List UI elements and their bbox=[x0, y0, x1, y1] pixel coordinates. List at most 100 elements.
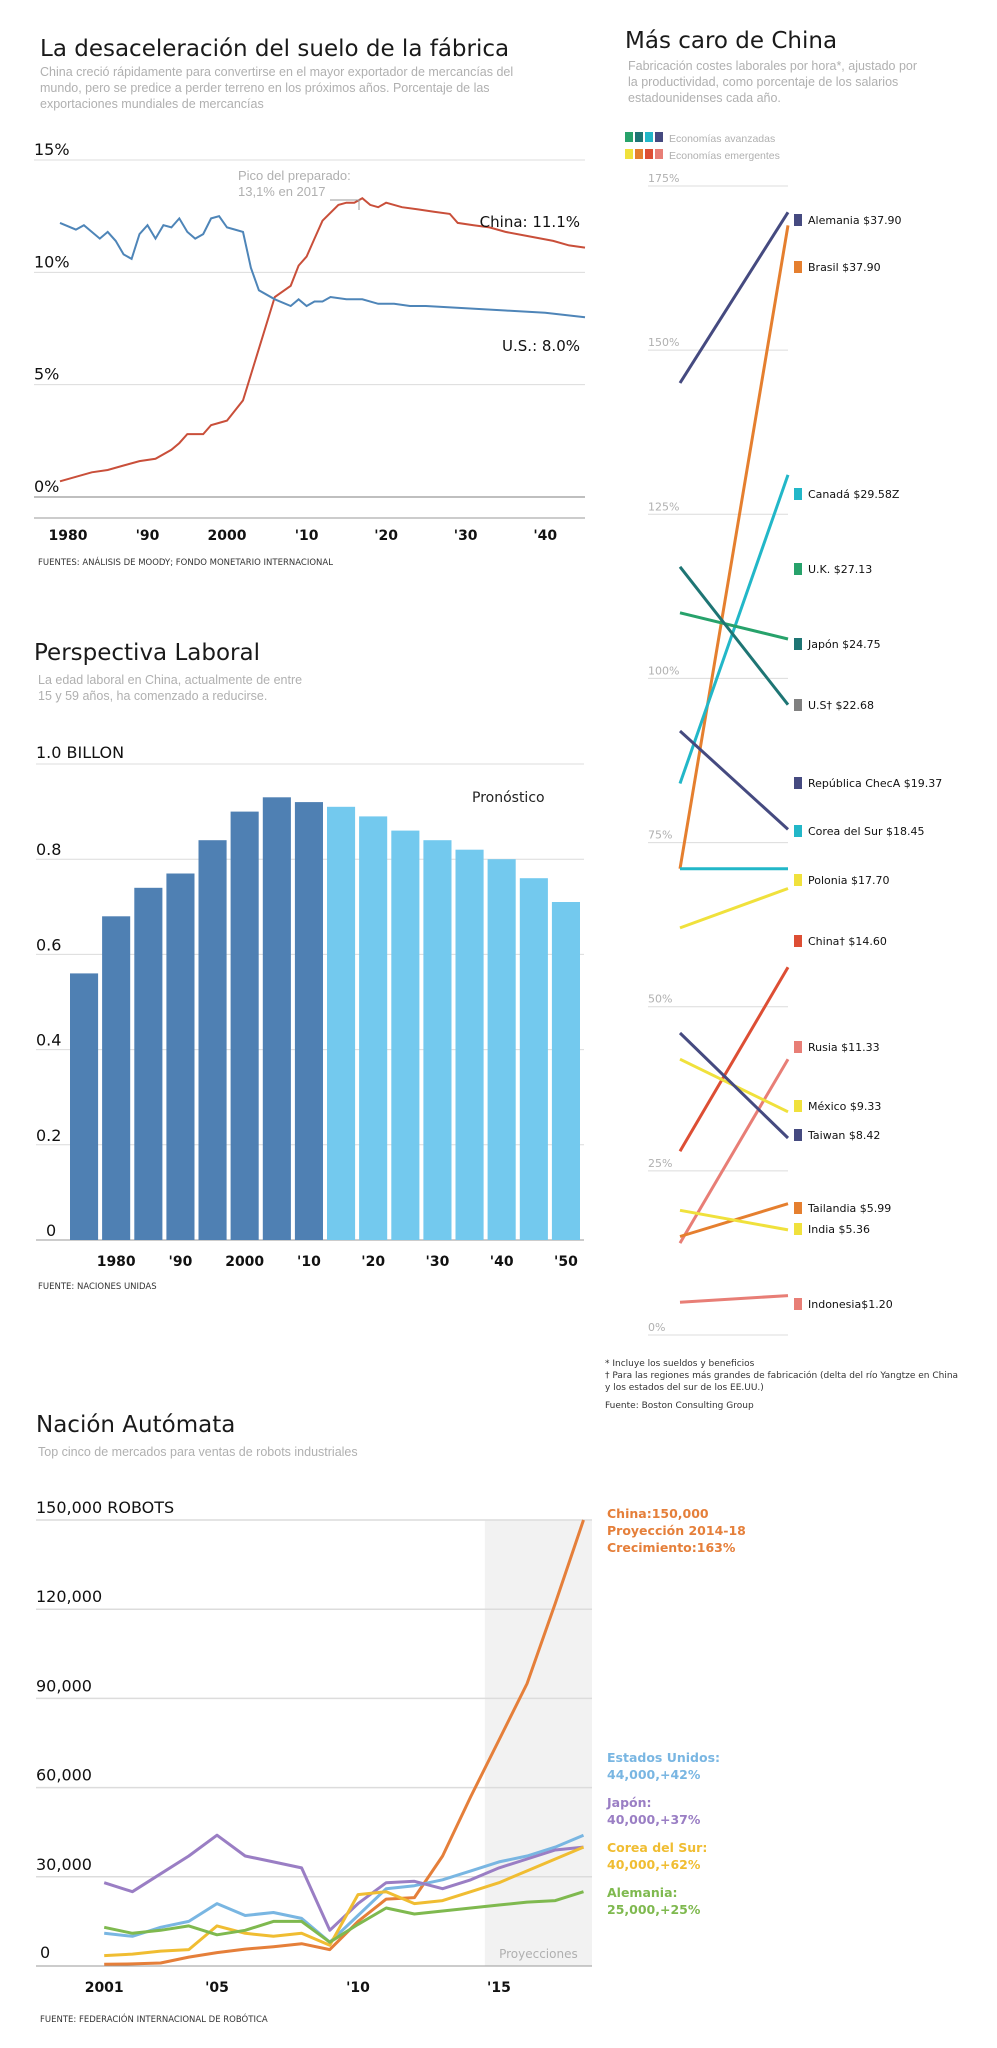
cost-ytick-label: 175% bbox=[648, 172, 679, 185]
robots-label-corea-del-sur-1: 40,000,+62% bbox=[607, 1857, 701, 1872]
cost-label-swatch bbox=[794, 777, 802, 789]
robots-label-estados-unidos-1: 44,000,+42% bbox=[607, 1767, 701, 1782]
cost-slope-rep-blica-checa-19-37 bbox=[678, 729, 790, 831]
factory-ytick-label: 15% bbox=[34, 140, 70, 159]
cost-label-swatch bbox=[794, 1202, 802, 1214]
cost-label-swatch bbox=[794, 261, 802, 273]
factory-peak-annotation: Pico del preparado: 13,1% en 2017 bbox=[238, 168, 351, 200]
cost-ytick-label: 100% bbox=[648, 664, 679, 677]
robots-label-corea-del-sur-0: Corea del Sur: bbox=[607, 1840, 707, 1855]
factory-xtick-label: 1980 bbox=[48, 528, 87, 544]
factory-peak-annotation-line1: Pico del preparado: bbox=[238, 168, 351, 183]
robots-ylabel: 150,000 ROBOTS bbox=[36, 1498, 174, 1517]
cost-note-1: * Incluye los sueldos y beneficios bbox=[605, 1359, 755, 1369]
cost-label-m-xico-9-33: México $9.33 bbox=[808, 1100, 881, 1113]
cost-legend-emerging-label: Economías emergentes bbox=[669, 149, 780, 162]
factory-title: La desaceleración del suelo de la fábric… bbox=[40, 36, 510, 62]
cost-subtitle: Fabricación costes laborales por hora*, … bbox=[628, 59, 918, 105]
labor-bar-1995 bbox=[198, 840, 227, 1240]
cost-ytick-label: 75% bbox=[648, 829, 672, 842]
factory-source: FUENTES: ANÁLISIS DE MOODY; FONDO MONETA… bbox=[38, 558, 333, 568]
cost-label-india-5-36: India $5.36 bbox=[808, 1223, 870, 1236]
labor-xtick-label: 1980 bbox=[97, 1254, 136, 1270]
legend-swatch bbox=[655, 132, 663, 142]
cost-slope-india-5-36 bbox=[679, 1208, 789, 1232]
labor-bar-2020 bbox=[359, 816, 388, 1240]
cost-ytick-label: 50% bbox=[648, 993, 672, 1006]
legend-swatch bbox=[645, 132, 653, 142]
legend-swatch bbox=[635, 132, 643, 142]
labor-ytick-label: 0.8 bbox=[36, 840, 61, 859]
cost-slope-canad-29-58z bbox=[678, 474, 790, 784]
robots-label-china-150-000-0: China:150,000 bbox=[607, 1506, 709, 1521]
legend-swatch bbox=[625, 149, 633, 159]
factory-series-label-china: China: 11.1% bbox=[480, 213, 580, 231]
factory-peak-leader-line bbox=[330, 199, 360, 210]
labor-ytick-label: 0.6 bbox=[36, 935, 61, 954]
factory-xtick-label: '30 bbox=[454, 528, 478, 544]
cost-slope-alemania-37-90 bbox=[678, 211, 790, 384]
labor-xtick-label: 2000 bbox=[225, 1254, 264, 1270]
robots-label-jap-n-0: Japón: bbox=[606, 1795, 652, 1810]
robots-xtick-label: '05 bbox=[205, 1980, 229, 1996]
cost-label-alemania-37-90: Alemania $37.90 bbox=[808, 214, 902, 227]
labor-bar-1985 bbox=[134, 887, 163, 1240]
labor-bar-2025 bbox=[391, 830, 420, 1240]
factory-xtick-label: '90 bbox=[136, 528, 160, 544]
cost-label-u-k-27-13: U.K. $27.13 bbox=[808, 563, 872, 576]
cost-label-rep-blica-checa-19-37: República ChecA $19.37 bbox=[808, 777, 942, 790]
robots-label-alemania-1: 25,000,+25% bbox=[607, 1902, 701, 1917]
labor-bar-2010 bbox=[294, 802, 323, 1240]
labor-bar-2030 bbox=[423, 840, 452, 1240]
labor-bar-2000 bbox=[230, 811, 259, 1240]
cost-label-swatch bbox=[794, 563, 802, 575]
cost-note-2: † Para las regiones más grandes de fabri… bbox=[605, 1371, 959, 1381]
robots-ytick-label: 120,000 bbox=[36, 1587, 102, 1606]
legend-swatch bbox=[625, 132, 633, 142]
cost-note-3: y los estados del sur de los EE.UU.) bbox=[605, 1383, 764, 1393]
labor-subtitle-line1: La edad laboral en China, actualmente de… bbox=[38, 673, 303, 687]
legend-swatch bbox=[645, 149, 653, 159]
cost-slope-u-k-27-13 bbox=[679, 611, 789, 641]
labor-bar-1990 bbox=[166, 873, 195, 1240]
cost-slope-chart: 175% 150% 125% 100% 75% 50% 25% 0% Alemania $37.… bbox=[648, 172, 942, 1336]
legend-swatch bbox=[655, 149, 663, 159]
cost-legend-emerging-swatches bbox=[625, 149, 665, 162]
robots-ytick-label: 60,000 bbox=[36, 1766, 92, 1785]
cost-ytick-label: 150% bbox=[648, 336, 679, 349]
cost-slope-china-14-60 bbox=[678, 966, 790, 1152]
robots-label-estados-unidos-0: Estados Unidos: bbox=[607, 1750, 720, 1765]
labor-bar-2045 bbox=[519, 878, 548, 1240]
robots-series-alemania bbox=[103, 1890, 584, 1944]
cost-label-indonesia-1-20: Indonesia$1.20 bbox=[808, 1298, 893, 1311]
cost-legend-advanced-swatches bbox=[625, 132, 665, 145]
robots-ytick-label: 90,000 bbox=[36, 1676, 92, 1695]
labor-forecast-label: Pronóstico bbox=[472, 790, 545, 806]
cost-slope-taiwan-8-42 bbox=[678, 1031, 790, 1140]
factory-line-chart: 15% 10% 5% 0% 1980 '90 2000 '10 '20 '30 '40 China: … bbox=[34, 140, 586, 544]
labor-title: Perspectiva Laboral bbox=[34, 640, 260, 666]
cost-label-swatch bbox=[794, 214, 802, 226]
labor-xtick-label: '10 bbox=[297, 1254, 321, 1270]
factory-series-label-us: U.S.: 8.0% bbox=[502, 337, 580, 355]
cost-slope-jap-n-24-75 bbox=[678, 565, 790, 706]
cost-note-4: Fuente: Boston Consulting Group bbox=[605, 1401, 754, 1411]
robots-xtick-label: '10 bbox=[346, 1980, 370, 1996]
robots-projection-label: Proyecciones bbox=[499, 1947, 578, 1961]
labor-bar-1980 bbox=[102, 916, 131, 1240]
cost-ytick-label: 0% bbox=[648, 1321, 665, 1334]
robots-series-corea-del-sur bbox=[104, 1845, 585, 1958]
cost-ytick-label: 25% bbox=[648, 1157, 672, 1170]
cost-label-swatch bbox=[794, 935, 802, 947]
robots-series-china-150-000 bbox=[104, 1519, 585, 1966]
cost-notes: * Incluye los sueldos y beneficios † Par… bbox=[605, 1358, 958, 1412]
cost-label-swatch bbox=[794, 1129, 802, 1141]
robots-ytick-label: 30,000 bbox=[36, 1855, 92, 1874]
labor-xtick-label: '90 bbox=[169, 1254, 193, 1270]
cost-slope-brasil-37-90 bbox=[678, 225, 790, 870]
robots-label-alemania-0: Alemania: bbox=[607, 1885, 678, 1900]
robots-series-estados-unidos bbox=[104, 1833, 585, 1944]
cost-slope-polonia-17-70 bbox=[679, 887, 789, 930]
labor-ytick-label: 0.4 bbox=[36, 1031, 61, 1050]
